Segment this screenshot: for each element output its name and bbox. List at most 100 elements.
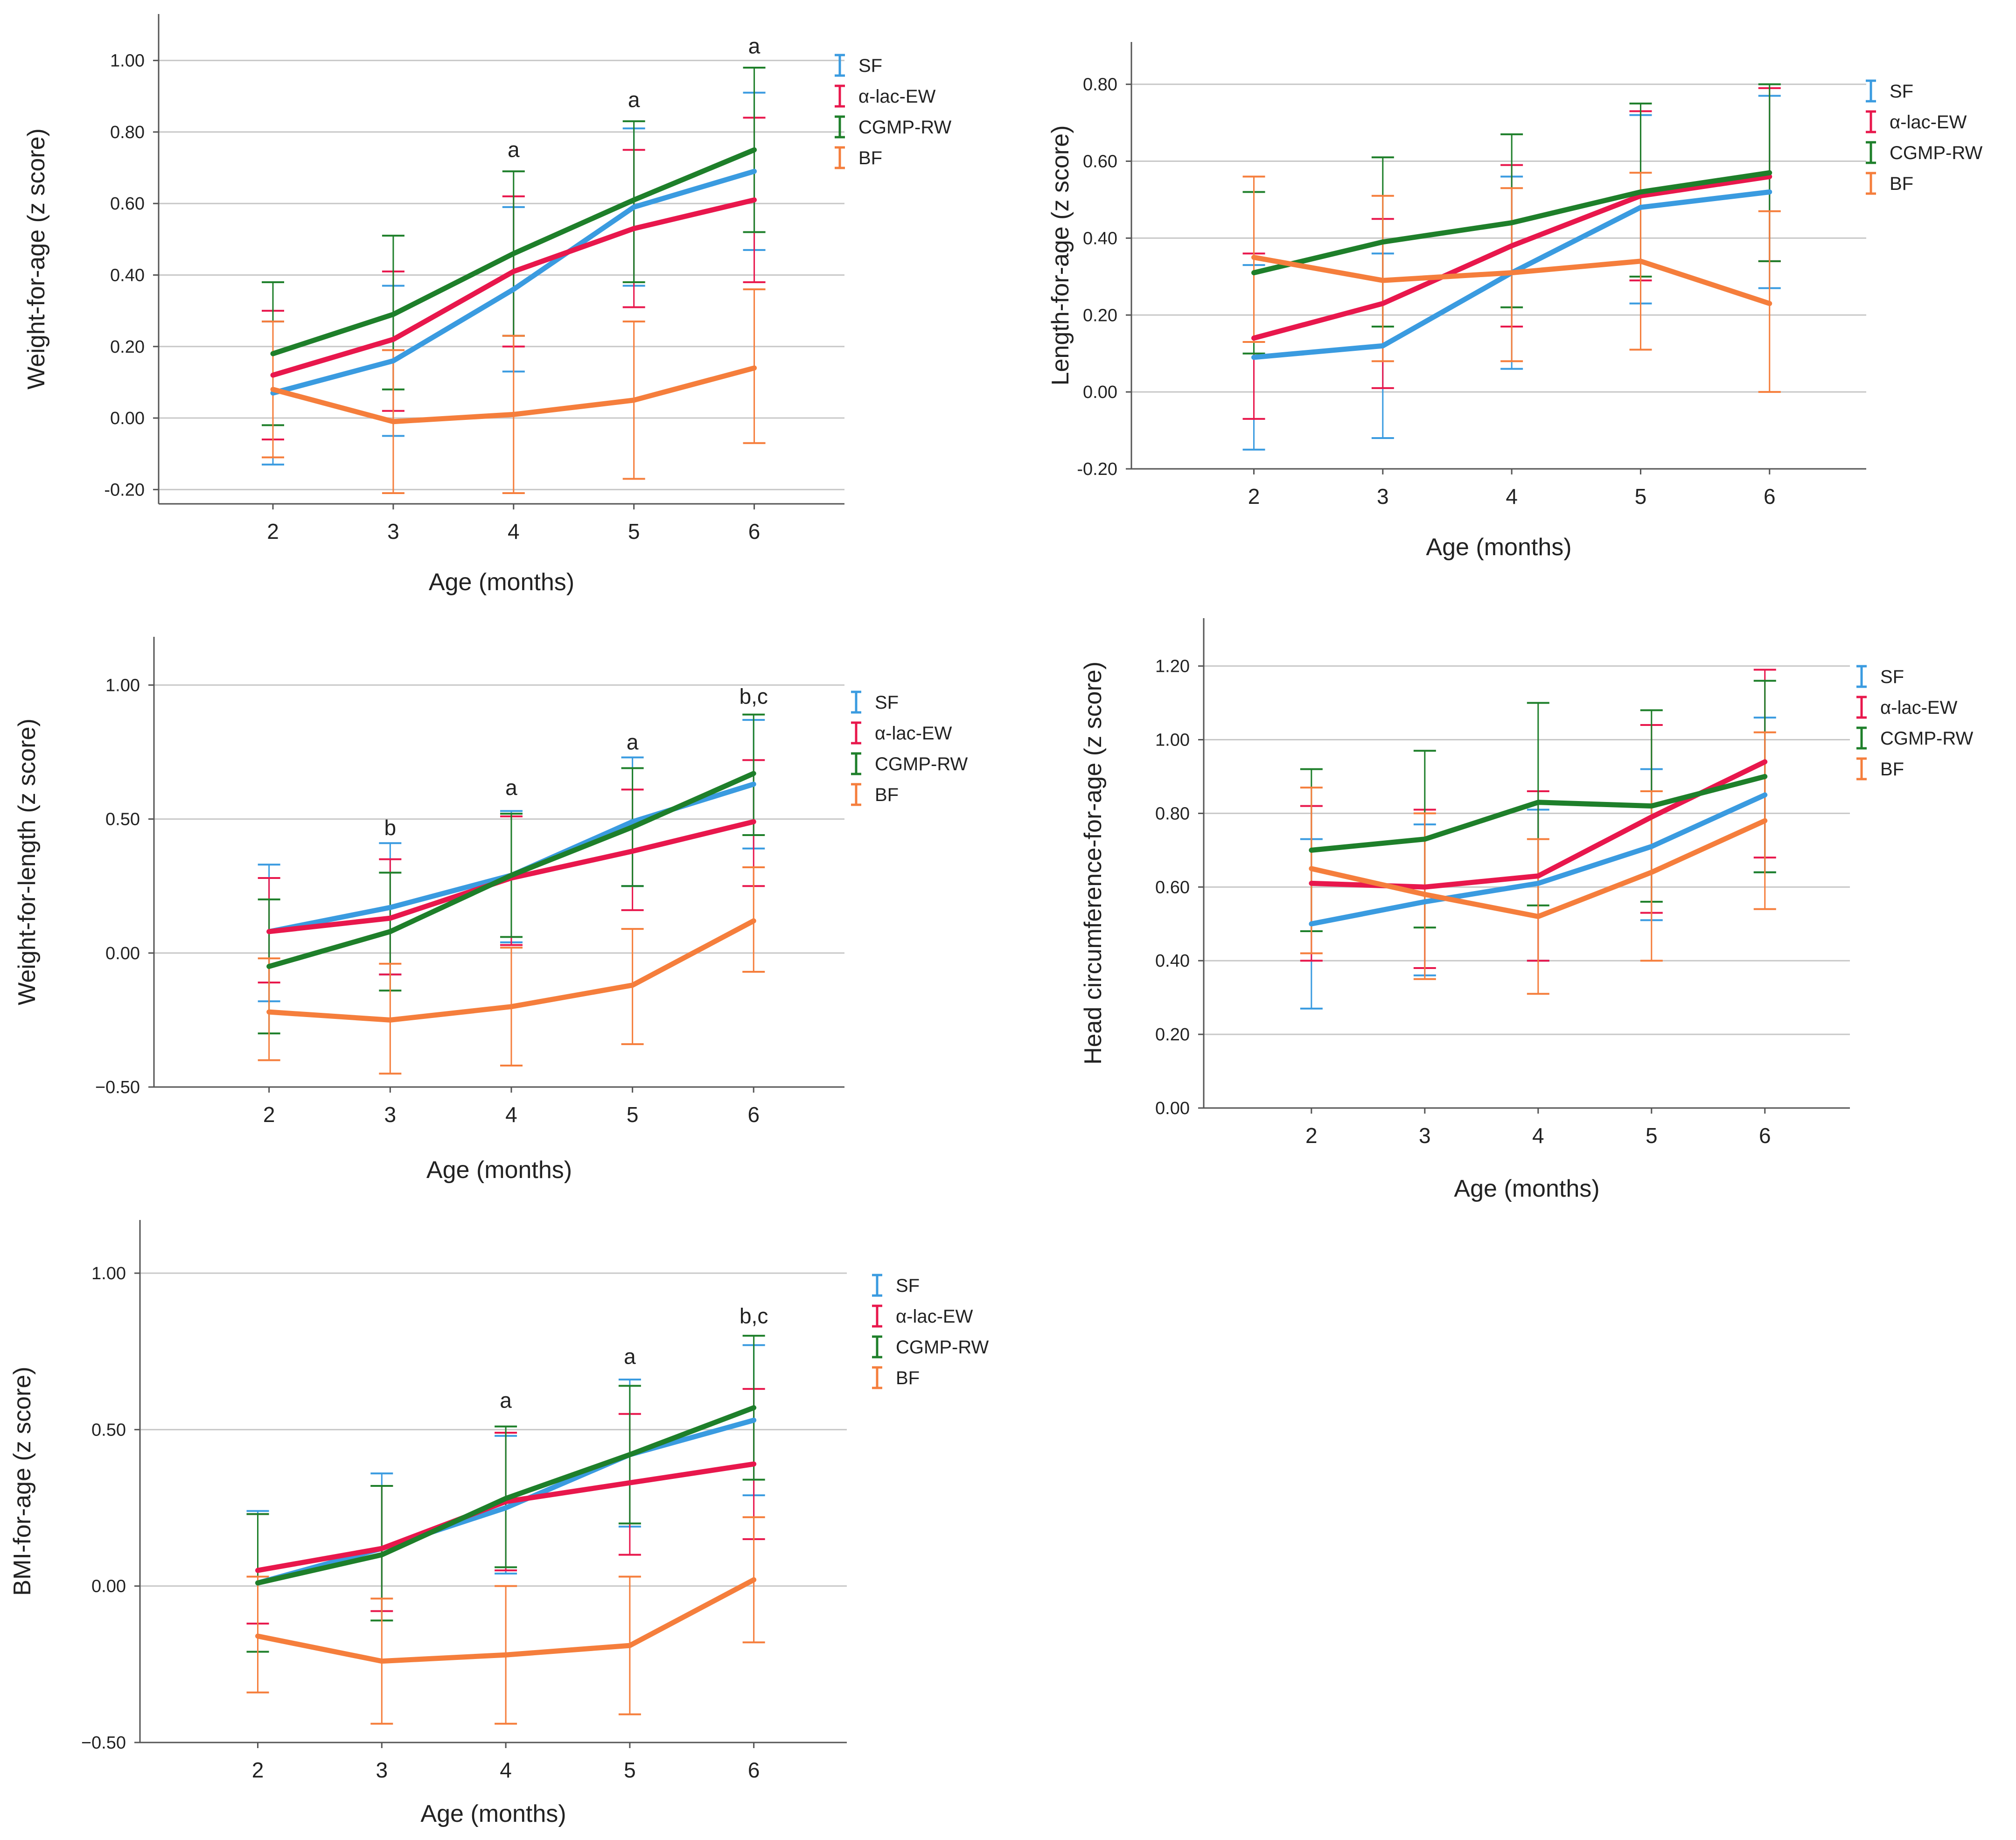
legend-label: BF: [858, 148, 882, 168]
chart-panel-weight-for-age: -0.20 0.00 0.20 0.40 0.60 0.80 1.00 2 3 4 5 6 Age (m…: [23, 14, 951, 596]
x-tick-label: 4: [1532, 1123, 1544, 1148]
significance-label: a: [505, 775, 517, 800]
x-tick-label: 3: [1377, 484, 1389, 509]
x-tick-label: 5: [624, 1758, 636, 1782]
series-line-CGMP_RW: [266, 771, 756, 969]
x-tick-label: 6: [748, 1758, 760, 1782]
x-tick-label: 5: [1635, 484, 1647, 509]
legend-label: SF: [1890, 81, 1913, 102]
legend-label: BF: [1890, 174, 1913, 194]
legend-label: α-lac-EW: [875, 723, 952, 744]
y-tick-label: 0.50: [105, 810, 140, 829]
legend: SF α-lac-EW CGMP-RW BF: [1856, 665, 1973, 781]
chart-panel-weight-for-length: −0.50 0.00 0.50 1.00 2 3 4 5 6 Age (months) Weight…: [14, 637, 968, 1184]
y-tick-label: 0.40: [1083, 229, 1117, 248]
legend: SF α-lac-EW CGMP-RW BF: [835, 54, 951, 169]
legend-label: BF: [875, 785, 899, 805]
legend-label: α-lac-EW: [1880, 697, 1958, 718]
legend-label: SF: [1880, 667, 1904, 687]
legend: SF α-lac-EW CGMP-RW BF: [872, 1274, 989, 1389]
y-tick-label: 0.00: [1155, 1099, 1190, 1118]
x-axis-title: Age (months): [429, 569, 574, 596]
y-axis-title: Weight-for-length (z score): [14, 718, 41, 1005]
legend-label: SF: [858, 56, 882, 76]
significance-label: a: [748, 34, 760, 58]
y-tick-label: 0.60: [1155, 878, 1190, 897]
series-line-alpha_lac_EW: [255, 1461, 757, 1573]
x-tick-label: 5: [1646, 1123, 1658, 1148]
y-tick-label: 0.00: [105, 944, 140, 963]
legend-label: α-lac-EW: [896, 1306, 973, 1327]
series-line-CGMP_RW: [1251, 170, 1772, 276]
x-tick-label: 3: [376, 1758, 388, 1782]
y-tick-label: -0.20: [104, 480, 145, 500]
legend-label: CGMP-RW: [875, 754, 968, 774]
x-tick-label: 6: [1759, 1123, 1771, 1148]
x-tick-label: 2: [263, 1102, 275, 1127]
y-tick-label: 1.00: [105, 676, 140, 695]
legend-label: BF: [1880, 759, 1904, 780]
x-tick-label: 6: [1764, 484, 1776, 509]
y-tick-label: 0.00: [110, 409, 145, 428]
chart-panel-bmi-for-age: −0.50 0.00 0.50 1.00 2 3 4 5 6 Age (months) BMI-fo…: [9, 1220, 989, 1827]
x-tick-label: 4: [500, 1758, 512, 1782]
legend-label: SF: [875, 692, 899, 713]
series-line-BF: [1309, 818, 1768, 919]
y-tick-label: 1.00: [110, 51, 145, 71]
y-tick-label: −0.50: [81, 1733, 126, 1753]
series-line-BF: [255, 1577, 757, 1664]
series-line-alpha_lac_EW: [270, 197, 757, 378]
y-tick-label: 0.00: [91, 1577, 126, 1596]
y-tick-label: 1.20: [1155, 657, 1190, 676]
y-tick-label: 0.40: [110, 265, 145, 285]
y-tick-label: 1.00: [1155, 731, 1190, 750]
significance-label: a: [500, 1388, 512, 1412]
y-tick-label: 0.40: [1155, 951, 1190, 971]
series-line-BF: [266, 918, 756, 1023]
series-line-BF: [1251, 255, 1772, 307]
y-axis-title: Length-for-age (z score): [1047, 125, 1074, 386]
legend-label: CGMP-RW: [1890, 143, 1982, 163]
chart-panel-head-circumference-for-age: 0.00 0.20 0.40 0.60 0.80 1.00 1.20 2 3 4 5 6 Age (mo…: [1080, 618, 1973, 1202]
x-tick-label: 4: [1506, 484, 1518, 509]
series-line-SF: [1309, 792, 1768, 927]
legend-label: α-lac-EW: [858, 86, 936, 107]
series-line-BF: [270, 365, 757, 425]
x-axis-title: Age (months): [420, 1800, 566, 1827]
y-tick-label: 0.50: [91, 1420, 126, 1440]
x-tick-label: 2: [252, 1758, 264, 1782]
x-tick-label: 2: [1248, 484, 1260, 509]
significance-label: b: [384, 815, 397, 840]
y-axis-title: Head circumference-for-age (z score): [1080, 662, 1107, 1065]
series-line-CGMP_RW: [255, 1405, 757, 1586]
y-tick-label: 1.00: [91, 1264, 126, 1283]
x-tick-label: 2: [267, 519, 279, 544]
significance-label: a: [624, 1345, 636, 1369]
significance-label: a: [508, 138, 520, 162]
x-tick-label: 2: [1305, 1123, 1318, 1148]
x-axis-title: Age (months): [1426, 534, 1571, 561]
legend-label: SF: [896, 1275, 920, 1296]
significance-label: a: [628, 87, 640, 112]
series-line-SF: [255, 1417, 757, 1586]
legend-label: BF: [896, 1368, 920, 1388]
x-tick-label: 6: [747, 1102, 760, 1127]
y-tick-label: −0.50: [95, 1078, 140, 1097]
y-tick-label: 0.80: [110, 123, 145, 142]
significance-label: b,c: [739, 684, 768, 709]
legend: SF α-lac-EW CGMP-RW BF: [851, 690, 968, 806]
y-tick-label: 0.60: [110, 194, 145, 214]
significance-label: a: [627, 730, 639, 754]
y-tick-label: 0.20: [110, 337, 145, 357]
x-tick-label: 5: [628, 519, 640, 544]
y-tick-label: 0.20: [1083, 306, 1117, 325]
x-tick-label: 6: [748, 519, 760, 544]
x-tick-label: 3: [387, 519, 399, 544]
y-tick-label: 0.20: [1155, 1025, 1190, 1045]
x-tick-label: 3: [1419, 1123, 1431, 1148]
legend-label: CGMP-RW: [896, 1337, 989, 1358]
x-axis-title: Age (months): [426, 1157, 572, 1184]
significance-label: b,c: [739, 1303, 768, 1328]
y-tick-label: 0.00: [1083, 383, 1117, 402]
